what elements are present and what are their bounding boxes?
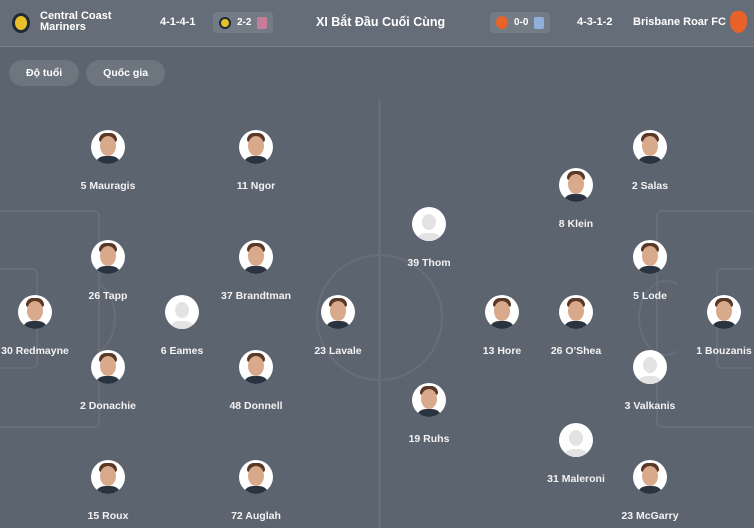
player-name: 23 McGarry [621, 510, 679, 522]
center-circle [316, 254, 443, 381]
player-marker[interactable]: 5 Mauragis [48, 130, 168, 192]
player-marker[interactable]: 39 Thom [369, 207, 489, 269]
opponent-crest-icon [257, 16, 268, 29]
player-avatar [239, 240, 273, 274]
player-marker[interactable]: 30 Redmayne [0, 295, 95, 357]
player-name: 11 Ngor [236, 180, 276, 192]
player-name: 2 Donachie [79, 400, 137, 412]
player-avatar [239, 350, 273, 384]
away-last-match[interactable]: 0-0 [490, 12, 551, 33]
home-last-match[interactable]: 2-2 [213, 12, 274, 33]
player-marker[interactable]: 23 McGarry [590, 460, 710, 522]
player-avatar [633, 350, 667, 384]
player-avatar [239, 460, 273, 494]
player-marker[interactable]: 19 Ruhs [369, 383, 489, 445]
player-avatar [91, 240, 125, 274]
player-marker[interactable]: 48 Donnell [196, 350, 316, 412]
player-name: 5 Mauragis [80, 180, 136, 192]
player-marker[interactable]: 5 Lode [590, 240, 710, 302]
player-marker[interactable]: 11 Ngor [196, 130, 316, 192]
player-marker[interactable]: 1 Bouzanis [664, 295, 754, 357]
player-name: 3 Valkanis [624, 400, 676, 412]
player-marker[interactable]: 3 Valkanis [590, 350, 710, 412]
player-marker[interactable]: 8 Klein [516, 168, 636, 230]
player-name: 72 Auglah [231, 510, 281, 522]
player-name: 31 Maleroni [547, 473, 605, 485]
player-avatar [91, 350, 125, 384]
player-name: 26 O'Shea [550, 345, 602, 357]
player-marker[interactable]: 23 Lavale [278, 295, 398, 357]
player-avatar [321, 295, 355, 329]
player-name: 6 Eames [160, 345, 204, 357]
player-marker[interactable]: 72 Auglah [196, 460, 316, 522]
player-marker[interactable]: 2 Donachie [48, 350, 168, 412]
player-marker[interactable]: 37 Brandtman [196, 240, 316, 302]
filter-nationality-button[interactable]: Quốc gia [86, 60, 166, 86]
player-avatar [559, 168, 593, 202]
player-avatar [633, 240, 667, 274]
player-name: 23 Lavale [314, 345, 362, 357]
home-team-crest-icon [12, 13, 30, 33]
player-marker[interactable]: 26 Tapp [48, 240, 168, 302]
player-name: 2 Salas [631, 180, 669, 192]
player-avatar [165, 295, 199, 329]
pitch: 5 Mauragis 11 Ngor 26 Tapp 37 Brandtman 30 R… [0, 100, 754, 528]
player-avatar [91, 460, 125, 494]
home-formation: 4-1-4-1 [160, 16, 196, 28]
lineup-header: Central Coast Mariners 4-1-4-1 2-2 XI Bắ… [0, 0, 754, 47]
player-marker[interactable]: 13 Hore [442, 295, 562, 357]
player-name: 39 Thom [407, 257, 451, 269]
player-name: 30 Redmayne [1, 345, 69, 357]
player-avatar [633, 130, 667, 164]
player-name: 13 Hore [482, 345, 522, 357]
filter-bar: Độ tuổi Quốc gia [9, 60, 166, 86]
player-name: 1 Bouzanis [696, 345, 752, 357]
player-name: 48 Donnell [229, 400, 283, 412]
player-name: 15 Roux [87, 510, 129, 522]
opponent-crest-icon [534, 16, 545, 29]
player-name: 19 Ruhs [408, 433, 450, 445]
player-marker[interactable]: 15 Roux [48, 460, 168, 522]
player-avatar [18, 295, 52, 329]
player-avatar [707, 295, 741, 329]
player-name: 26 Tapp [88, 290, 128, 302]
player-name: 37 Brandtman [220, 290, 292, 302]
player-marker[interactable]: 6 Eames [122, 295, 242, 357]
home-team-name[interactable]: Central Coast Mariners [40, 10, 112, 33]
player-avatar [412, 207, 446, 241]
team-crest-icon [219, 16, 231, 29]
player-avatar [412, 383, 446, 417]
team-crest-icon [496, 16, 508, 29]
player-avatar [633, 460, 667, 494]
player-marker[interactable]: 26 O'Shea [516, 295, 636, 357]
player-avatar [91, 130, 125, 164]
player-avatar [559, 295, 593, 329]
page-title: XI Bắt Đầu Cuối Cùng [316, 15, 446, 29]
away-formation: 4-3-1-2 [577, 16, 613, 28]
away-team-name[interactable]: Brisbane Roar FC [633, 16, 726, 28]
player-name: 8 Klein [558, 218, 594, 230]
player-marker[interactable]: 31 Maleroni [516, 423, 636, 485]
away-team-crest-icon [730, 11, 747, 33]
player-marker[interactable]: 2 Salas [590, 130, 710, 192]
player-name: 5 Lode [633, 290, 667, 302]
player-avatar [485, 295, 519, 329]
left-penalty-box [0, 210, 100, 428]
player-avatar [559, 423, 593, 457]
filter-age-button[interactable]: Độ tuổi [9, 60, 80, 86]
player-avatar [239, 130, 273, 164]
